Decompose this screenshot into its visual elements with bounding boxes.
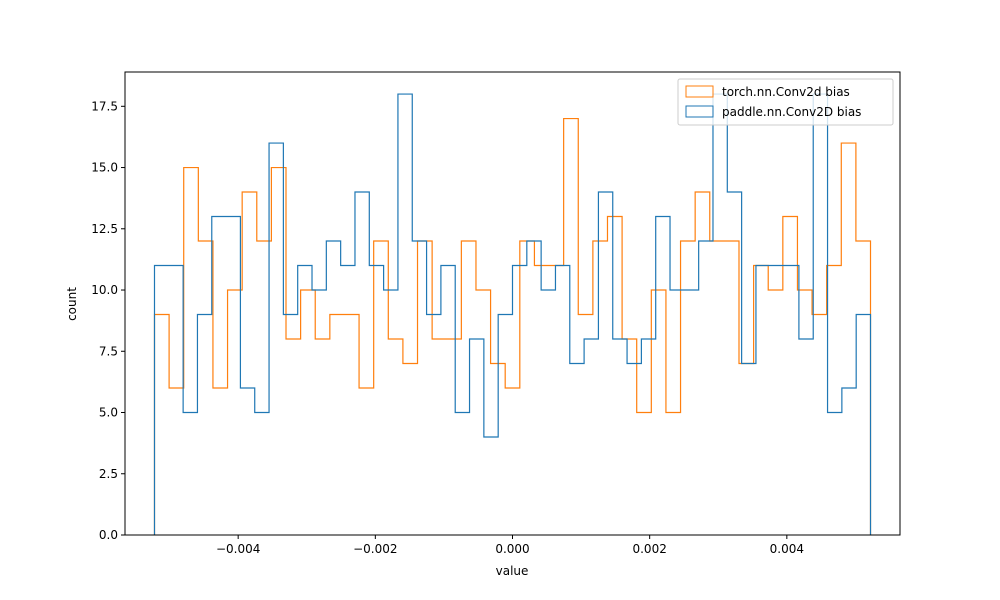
y-axis-ticks: 0.0 2.5 5.0 7.5 10.0 12.5 15.0 17.5 <box>91 99 125 542</box>
legend-swatch-torch <box>685 85 714 98</box>
y-tick-label: 15.0 <box>91 161 118 175</box>
y-tick-label: 2.5 <box>99 467 118 481</box>
y-tick-label: 5.0 <box>99 406 118 420</box>
x-tick-label: −0.002 <box>353 542 397 556</box>
y-tick-label: 10.0 <box>91 283 118 297</box>
y-tick-label: 12.5 <box>91 222 118 236</box>
y-axis-label: count <box>65 287 79 321</box>
histogram-step-paddle <box>153 93 872 535</box>
legend-swatch-paddle <box>685 105 714 118</box>
legend-label-paddle: paddle.nn.Conv2D bias <box>722 105 861 119</box>
x-tick-label: 0.004 <box>770 542 804 556</box>
legend-label-torch: torch.nn.Conv2d bias <box>722 85 850 99</box>
x-axis-label: value <box>496 564 529 578</box>
plot-area <box>153 93 872 535</box>
legend: torch.nn.Conv2d bias paddle.nn.Conv2D bi… <box>677 78 894 126</box>
x-tick-label: 0.000 <box>495 542 529 556</box>
x-tick-label: 0.002 <box>632 542 666 556</box>
y-tick-label: 0.0 <box>99 528 118 542</box>
histogram-step-torch <box>153 117 872 535</box>
x-axis-ticks: −0.004 −0.002 0.000 0.002 0.004 <box>216 535 804 556</box>
y-tick-label: 7.5 <box>99 344 118 358</box>
x-tick-label: −0.004 <box>216 542 260 556</box>
y-tick-label: 17.5 <box>91 99 118 113</box>
legend-box <box>677 78 894 126</box>
